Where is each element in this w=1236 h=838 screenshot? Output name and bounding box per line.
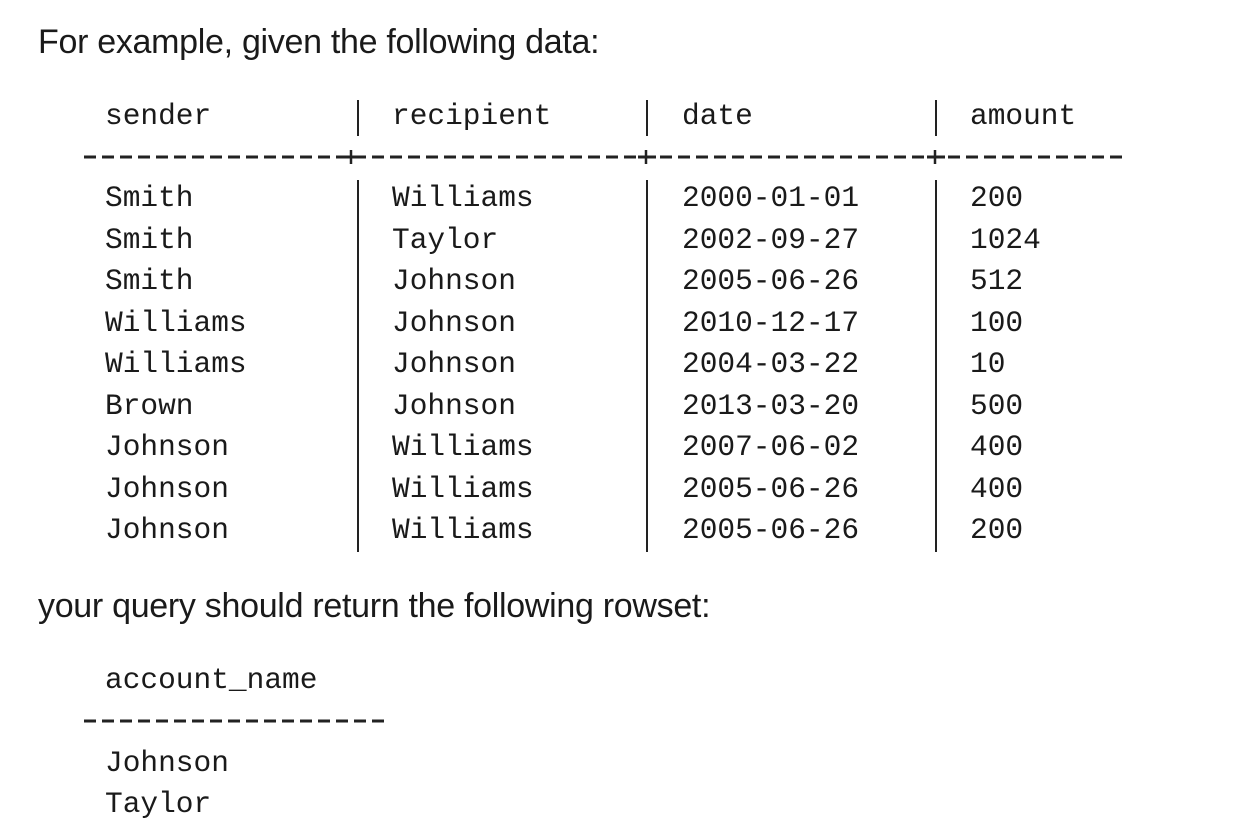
table-cell-sender: Johnson <box>105 472 229 506</box>
table-cell-date: 2007-06-02 <box>682 430 860 464</box>
table-cell-sender: Williams <box>105 306 247 340</box>
table-cell-date: 2005-06-26 <box>682 472 860 506</box>
result-header: account_name <box>105 663 318 697</box>
table-cell-sender: Smith <box>105 223 194 257</box>
table-cell-recipient: Johnson <box>392 347 516 381</box>
header-separator <box>935 100 937 136</box>
table-cell-sender: Smith <box>105 181 194 215</box>
intro-paragraph: For example, given the following data: <box>38 23 600 61</box>
table-cell-recipient: Johnson <box>392 389 516 423</box>
header-date: date <box>682 99 753 133</box>
table-cell-amount: 10 <box>970 347 1006 381</box>
column-separator <box>357 180 359 552</box>
table-cell-recipient: Williams <box>392 513 534 547</box>
table-cell-amount: 500 <box>970 389 1024 423</box>
header-separator <box>357 100 359 136</box>
table-cell-recipient: Williams <box>392 430 534 464</box>
table-cell-recipient: Johnson <box>392 264 516 298</box>
table-cell-sender: Williams <box>105 347 247 381</box>
header-rule <box>84 150 1122 164</box>
header-amount: amount <box>970 99 1077 133</box>
table-cell-date: 2005-06-26 <box>682 264 860 298</box>
table-cell-sender: Smith <box>105 264 194 298</box>
result-row: Johnson <box>105 746 229 780</box>
table-cell-recipient: Williams <box>392 181 534 215</box>
table-cell-date: 2005-06-26 <box>682 513 860 547</box>
table-cell-sender: Johnson <box>105 513 229 547</box>
result-row: Taylor <box>105 787 212 821</box>
header-recipient: recipient <box>392 99 552 133</box>
table-cell-date: 2002-09-27 <box>682 223 860 257</box>
column-separator <box>935 180 937 552</box>
table-cell-amount: 200 <box>970 181 1024 215</box>
table-cell-sender: Johnson <box>105 430 229 464</box>
header-separator <box>646 100 648 136</box>
table-cell-amount: 400 <box>970 472 1024 506</box>
column-separator <box>646 180 648 552</box>
table-cell-amount: 100 <box>970 306 1024 340</box>
table-cell-date: 2000-01-01 <box>682 181 860 215</box>
table-cell-date: 2010-12-17 <box>682 306 860 340</box>
table-cell-recipient: Taylor <box>392 223 499 257</box>
header-sender: sender <box>105 99 212 133</box>
data-table: sender recipient date amount Smith Willi… <box>84 99 1122 552</box>
table-cell-recipient: Williams <box>392 472 534 506</box>
outro-paragraph: your query should return the following r… <box>38 587 711 625</box>
table-cell-recipient: Johnson <box>392 306 516 340</box>
table-cell-amount: 200 <box>970 513 1024 547</box>
table-cell-date: 2013-03-20 <box>682 389 860 423</box>
table-cell-amount: 1024 <box>970 223 1041 257</box>
table-cell-sender: Brown <box>105 389 194 423</box>
table-cell-amount: 512 <box>970 264 1024 298</box>
table-cell-amount: 400 <box>970 430 1024 464</box>
table-cell-date: 2004-03-22 <box>682 347 860 381</box>
